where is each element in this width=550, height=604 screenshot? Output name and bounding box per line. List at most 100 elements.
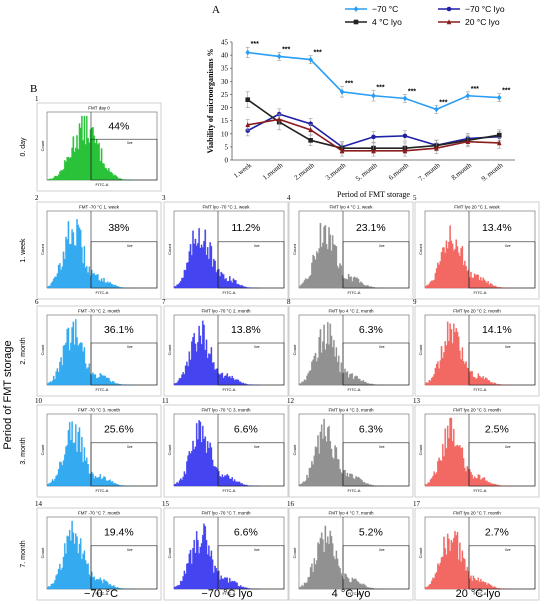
row-label: 7. month (20, 540, 27, 567)
panel-number: 11 (162, 397, 169, 405)
gated-percentage: 38% (108, 222, 129, 234)
histogram-distribution (173, 320, 260, 386)
histogram-panel-1: 1 FMT day 0 FITC-A Count live 44% 0. day (20, 95, 162, 192)
gated-percentage: 6.3% (359, 324, 383, 336)
histogram-distribution (424, 225, 511, 289)
y-axis-label: Count (40, 444, 45, 456)
gate-box (342, 545, 410, 590)
data-point (276, 116, 282, 122)
y-tick-label: 20 (221, 104, 229, 112)
significance-marker: *** (282, 46, 290, 53)
x-axis-label: FITC-A (223, 290, 236, 295)
x-tick-label: 9. month (480, 161, 505, 183)
data-point (308, 56, 313, 63)
significance-marker: *** (471, 86, 479, 93)
data-point (434, 106, 439, 113)
panel-title: FMT -70 °C 1. week (79, 205, 120, 210)
gated-percentage: 25.6% (104, 424, 134, 436)
gate-box (90, 342, 158, 386)
gate-label: live (505, 445, 510, 449)
gate-label: live (505, 548, 510, 552)
x-axis-label: FITC-A (474, 387, 487, 392)
panel-title: FMT lyo -70 °C 1. week (203, 205, 251, 210)
y-axis-title: Viability of microorganisms % (206, 48, 215, 153)
y-axis-label: Count (292, 444, 297, 456)
y-axis-label: Count (418, 547, 423, 559)
y-axis-label: Count (40, 344, 45, 356)
x-axis-label: FITC-A (96, 591, 109, 596)
y-axis-label: Count (167, 444, 172, 456)
gated-percentage: 6.6% (234, 424, 258, 436)
panel-b-label: B (30, 83, 37, 95)
histogram-grid: 1 FMT day 0 FITC-A Count live 44% 0. day 2 FMT -… (20, 95, 540, 601)
significance-marker: *** (251, 41, 259, 48)
column-label-20-lyo: 20 °C lyo (456, 588, 501, 600)
x-axis-label: FITC-A (474, 591, 487, 596)
panel-title: FMT lyo -70 °C 7. month (202, 511, 251, 516)
panel-title: FMT lyo 4 °C 1. week (330, 205, 374, 210)
panel-number: 2 (35, 194, 39, 202)
histogram-panel-17: 17 FMT lyo 20 °C 7. month FITC-A Count live 2… (413, 500, 540, 601)
gate-box (90, 241, 158, 289)
series-0 (245, 46, 502, 114)
histogram-distribution (46, 115, 133, 181)
panel-title: FMT lyo 4 °C 7. month (329, 511, 374, 516)
gate-label: live (505, 345, 510, 349)
histogram-panel-2: 2 FMT -70 °C 1. week FITC-A Count live 38% 1. … (20, 194, 162, 300)
x-axis-label: FITC-A (96, 182, 109, 187)
histogram-panel-9: 9 FMT lyo 20 °C 2. month FITC-A Count live 14… (413, 298, 540, 397)
series-3 (245, 113, 502, 157)
data-point (496, 94, 502, 101)
y-tick-label: 25 (221, 91, 229, 99)
panel-number: 3 (162, 194, 166, 202)
gated-percentage: 11.2% (231, 222, 260, 234)
legend-marker (353, 6, 359, 12)
gate-box (468, 342, 536, 386)
gate-label: live (379, 548, 384, 552)
gate-box (217, 545, 285, 590)
gate-box (90, 442, 158, 487)
histogram-panel-5: 5 FMT lyo 20 °C 1. week FITC-A Count live 13.… (413, 194, 540, 300)
data-point (465, 92, 471, 99)
y-tick-label: 35 (221, 65, 229, 73)
gated-percentage: 23.1% (356, 222, 386, 234)
x-axis-label: FITC-A (223, 387, 236, 392)
column-label-4-lyo: 4 °C lyo (332, 588, 371, 600)
x-axis-label: FITC-A (96, 387, 109, 392)
x-tick-label: 5. month (354, 161, 379, 183)
panel-number: 4 (287, 194, 291, 202)
data-point (371, 92, 376, 99)
histogram-distribution (173, 420, 260, 487)
gate-box (217, 342, 285, 386)
x-tick-label: 6.month (387, 161, 411, 182)
histogram-panel-3: 3 FMT lyo -70 °C 1. week FITC-A Count live 11… (162, 194, 289, 300)
y-axis-label: Count (418, 444, 423, 456)
data-point (496, 132, 502, 138)
significance-marker: *** (502, 88, 510, 95)
x-tick-label: 3.month (324, 161, 348, 182)
data-point (308, 138, 313, 143)
x-axis-label: FITC-A (474, 488, 487, 493)
row-label: 2. month (20, 337, 27, 364)
panel-title: FMT lyo 4 °C 3. month (329, 408, 374, 413)
panel-title: FMT -70 °C 2. month (78, 309, 120, 314)
gate-box (217, 442, 285, 487)
column-label-minus70-lyo: −70 °C lyo (201, 588, 252, 600)
panel-title: FMT day 0 (88, 106, 110, 111)
y-axis-label: Count (167, 547, 172, 559)
legend-label: 20 °C lyo (465, 17, 500, 27)
panel-number: 15 (162, 500, 170, 508)
gate-box (90, 138, 158, 181)
panel-title: FMT -70 °C 3. month (78, 408, 120, 413)
data-point (245, 122, 251, 128)
gated-percentage: 2.5% (485, 424, 509, 436)
data-point (465, 138, 471, 144)
panel-title: FMT lyo 4 °C 2. month (329, 309, 374, 314)
gated-percentage: 6.3% (359, 424, 383, 436)
panel-number: 12 (287, 397, 295, 405)
histogram-distribution (46, 219, 133, 289)
data-point (496, 140, 502, 146)
gated-percentage: 5.2% (359, 527, 383, 539)
histogram-distribution (46, 421, 133, 487)
x-axis-label: FITC-A (348, 290, 361, 295)
